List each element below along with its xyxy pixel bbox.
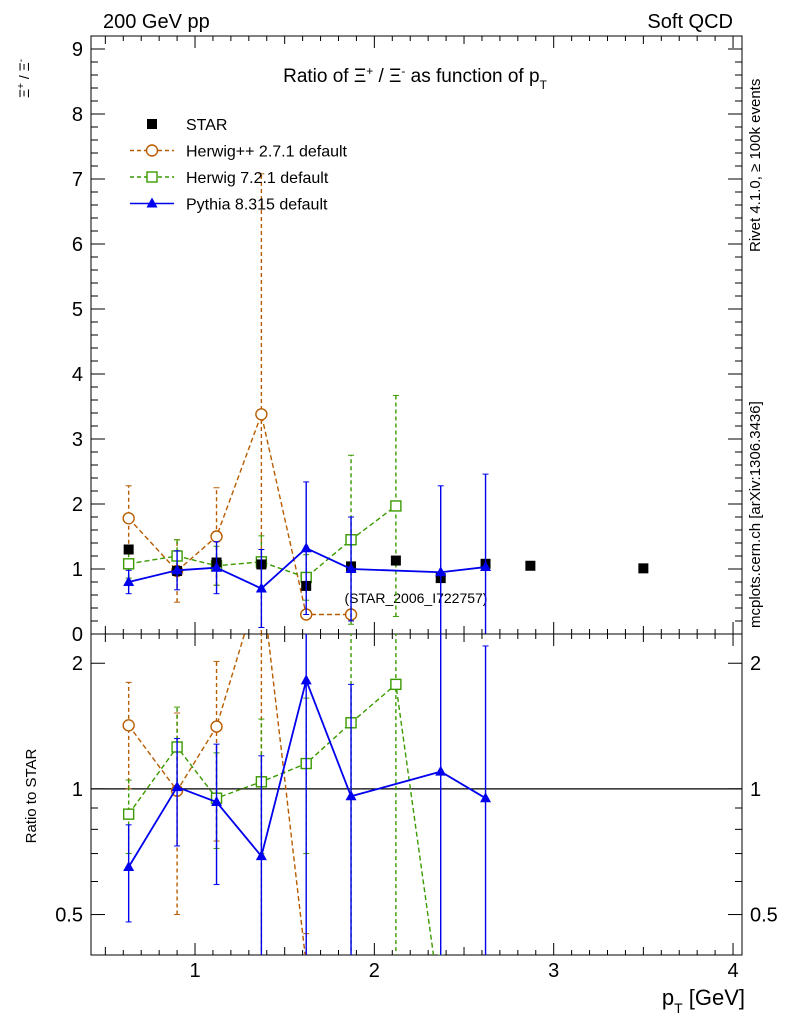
x-tick-label: 3 (548, 960, 559, 982)
data-point (300, 542, 312, 553)
series-line (128, 411, 352, 616)
ratio-ytick-label: 0.5 (55, 905, 83, 927)
data-point (255, 582, 267, 593)
legend-marker (147, 119, 157, 129)
x-tick-label: 2 (369, 960, 380, 982)
ratio-data-point (480, 792, 492, 803)
ratio-ytick-label: 2 (72, 653, 83, 675)
data-point (123, 544, 134, 555)
legend-marker (146, 171, 158, 183)
ratio-data-point (255, 850, 267, 861)
legend-marker (146, 197, 158, 208)
data-point (480, 561, 492, 572)
ratio-series-line (127, 677, 487, 868)
legend-label: Herwig 7.2.1 default (186, 170, 329, 187)
ratio-data-point (211, 796, 223, 807)
legend: STAR Herwig++ 2.7.1 default Herwig 7.2.1 d… (130, 117, 348, 214)
main-ytick-label: 2 (72, 494, 83, 516)
data-point (122, 558, 135, 570)
ratio-ylabel: Ratio to STAR (23, 748, 40, 843)
data-point (171, 564, 183, 575)
x-tick-label: 4 (727, 960, 738, 982)
series-pythia-8-315-default (123, 473, 492, 635)
data-point (123, 576, 135, 586)
rivet-label: Rivet 4.1.0, ≥ 100k events (747, 79, 764, 252)
ratio-frame (90, 633, 743, 956)
watermark: (STAR_2006_I722757) (345, 590, 488, 606)
ratio-data-point (171, 781, 183, 792)
ratio-panel: 0.5 0.5 1 1 2 2 1 2 3 4 (55, 633, 778, 1012)
legend-label: STAR (186, 117, 227, 134)
main-ytick-label: 1 (72, 559, 83, 581)
x-tick-label: 1 (189, 960, 200, 982)
header-left: 200 GeV pp (103, 11, 210, 33)
data-point (255, 408, 268, 421)
data-point (638, 563, 649, 574)
legend-label: Pythia 8.315 default (186, 197, 328, 214)
ratio-data-point (122, 719, 135, 732)
main-ytick-label: 9 (72, 39, 83, 61)
header-right: Soft QCD (647, 11, 733, 33)
main-ytick-label: 7 (72, 169, 83, 191)
ratio-ytick-label-right: 1 (750, 779, 761, 801)
main-panel: 0 1 2 3 4 5 6 7 8 9 (72, 35, 743, 646)
ratio-series-pythia-8-315-default (123, 634, 492, 955)
data-point (210, 530, 223, 543)
ratio-data-point (435, 765, 447, 776)
ratio-data-point (390, 678, 402, 691)
ratio-data-point (123, 860, 135, 871)
data-point (525, 560, 536, 571)
data-point (435, 566, 447, 577)
main-ytick-label: 3 (72, 429, 83, 451)
ratio-series-group (122, 634, 492, 1012)
mcplots-label: mcplots.cern.ch [arXiv:1306.3436] (747, 401, 764, 628)
data-point (345, 563, 357, 573)
data-point (211, 561, 223, 572)
ratio-data-point (300, 674, 312, 685)
ratio-data-point (436, 1002, 446, 1012)
ratio-data-point (345, 790, 357, 801)
ratio-data-point (301, 959, 312, 970)
legend-label: Herwig++ 2.7.1 default (186, 144, 348, 161)
main-title: Ratio of Ξ+ / Ξ- as function of pT (283, 64, 547, 92)
legend-marker (145, 144, 159, 157)
main-ytick-label: 6 (72, 234, 83, 256)
ratio-ytick-label-right: 0.5 (750, 905, 778, 927)
x-axis-label: pT [GeV] (662, 985, 745, 1016)
main-ylabel: Ξ+ / Ξ- (16, 59, 33, 98)
data-point (122, 512, 135, 525)
ratio-data-point (210, 720, 223, 733)
ratio-series-line (128, 682, 435, 955)
main-ytick-label: 0 (72, 624, 83, 646)
ratio-ytick-label: 1 (72, 779, 83, 801)
main-ytick-label: 8 (72, 104, 83, 126)
data-point (390, 500, 402, 512)
ratio-ytick-label-right: 2 (750, 653, 761, 675)
ratio-series-herwig-2-7-1-default (122, 634, 312, 970)
main-ytick-label: 5 (72, 299, 83, 321)
ratio-data-point (122, 808, 135, 820)
data-point (390, 555, 401, 566)
main-ytick-label: 4 (72, 364, 83, 386)
series-star (123, 544, 649, 591)
ratio-series-line (128, 634, 306, 955)
series-line (128, 547, 486, 590)
